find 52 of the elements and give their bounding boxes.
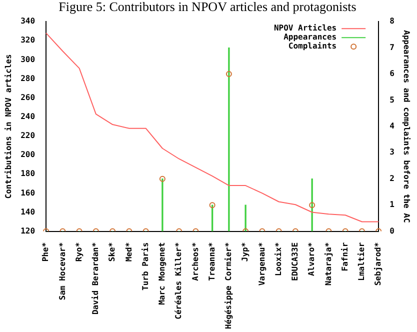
y2-tick-label: 2: [390, 174, 395, 183]
legend-label: Complaints: [288, 42, 337, 51]
chart-title: Figure 5: Contributors in NPOV articles and protagonists: [58, 0, 356, 14]
x-tick-label: Lmaltier: [357, 242, 366, 281]
y2-tick-label: 1: [390, 200, 395, 210]
point: [209, 202, 216, 208]
x-tick-label: Treanna*: [207, 242, 216, 281]
y2-tick-label: 8: [390, 16, 395, 26]
y2-tick-label: 0: [390, 226, 395, 236]
y-tick-label: 140: [20, 207, 36, 216]
y-axis-title: Contributions in NPOV articles: [4, 54, 13, 199]
y2-tick-label: 6: [390, 69, 395, 78]
x-tick-label: Looxix*: [274, 242, 283, 276]
y-tick-label: 260: [20, 92, 36, 102]
y-tick-label: 340: [20, 16, 36, 26]
y2-axis-title: Appearances and complaints before the AC: [402, 30, 412, 223]
x-tick-label: Céréales Killer*: [174, 242, 184, 320]
y-tick-label: 280: [20, 74, 36, 83]
y2-tick-label: 3: [390, 148, 395, 157]
y-tick-label: 220: [20, 131, 36, 140]
x-tick-label: Jyp*: [240, 242, 250, 262]
x-tick-label: Archeos*: [190, 242, 200, 281]
x-tick-label: Alvaro*: [307, 242, 316, 276]
x-tick-label: Vargenau*: [257, 242, 266, 286]
x-tick-label: Hégésippe Cormier*: [224, 242, 234, 330]
x-tick-label: Med*: [124, 242, 134, 262]
y-tick-label: 320: [20, 36, 36, 45]
x-tick-label: Sebjarod*: [374, 242, 383, 286]
y2-tick-label: 7: [390, 42, 395, 52]
y-tick-label: 180: [20, 169, 36, 178]
x-tick-label: Marc Mongenet: [158, 242, 167, 305]
x-tick-label: Ryo*: [74, 242, 84, 262]
point: [226, 71, 232, 78]
y-tick-label: 300: [20, 54, 36, 64]
x-tick-label: Fafnir: [340, 242, 350, 272]
x-tick-label: EDUCA33E: [290, 242, 300, 281]
x-tick-label: Nataraja*: [324, 242, 333, 286]
x-tick-label: David Berardan*: [91, 242, 100, 315]
y-tick-label: 240: [20, 112, 36, 121]
point: [309, 202, 316, 208]
point: [159, 176, 166, 182]
y2-tick-label: 5: [390, 95, 395, 104]
y2-tick-label: 4: [390, 122, 395, 131]
x-tick-label: Phe*: [41, 242, 50, 262]
legend-label: Appearances: [284, 32, 337, 42]
y-tick-label: 160: [20, 188, 36, 198]
x-tick-label: Ske*: [108, 242, 117, 262]
x-tick-label: Sam Hocevar*: [58, 242, 67, 300]
y-tick-label: 120: [20, 226, 36, 236]
x-tick-label: Turb Paris: [140, 242, 150, 290]
y-tick-label: 200: [20, 150, 36, 160]
legend-label: NPOV Articles: [274, 24, 337, 33]
